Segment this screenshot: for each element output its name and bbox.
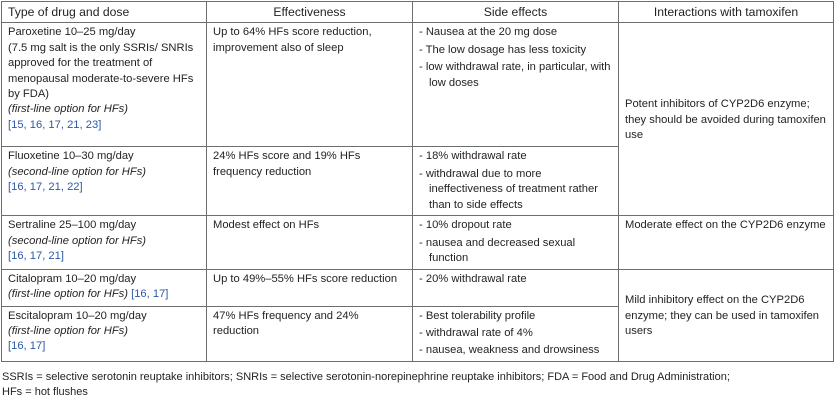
side-effects-cell: Best tolerability profile withdrawal rat… xyxy=(412,305,619,362)
drug-references[interactable]: [15, 16, 17, 21, 23] xyxy=(8,118,102,131)
footnote-line: HFs = hot flushes xyxy=(2,386,88,398)
table-row: Citalopram 10–20 mg/day (first-line opti… xyxy=(1,268,834,362)
drug-cell: Citalopram 10–20 mg/day (first-line opti… xyxy=(1,268,207,307)
side-effects-cell: 10% dropout rate nausea and decreased se… xyxy=(412,215,619,270)
list-item: 18% withdrawal rate xyxy=(419,149,612,164)
effectiveness-cell: 24% HFs score and 19% HFs frequency redu… xyxy=(206,146,413,217)
side-effects-cell: Nausea at the 20 mg dose The low dosage … xyxy=(412,22,619,148)
drug-name: Sertraline xyxy=(8,219,56,232)
table-row: Fluoxetine 10–30 mg/day (second-line opt… xyxy=(1,146,834,217)
effectiveness-cell: Up to 49%–55% HFs score reduction xyxy=(206,268,413,307)
drug-option-line: (second-line option for HFs) xyxy=(8,234,147,247)
list-item: low withdrawal rate, in particular, with… xyxy=(419,60,612,91)
list-item: nausea and decreased sexual function xyxy=(419,236,612,267)
drug-cell: Fluoxetine 10–30 mg/day (second-line opt… xyxy=(1,146,207,217)
header-interactions: Interactions with tamoxifen xyxy=(618,0,834,24)
list-item: Best tolerability profile xyxy=(419,309,612,324)
effectiveness-cell: Up to 64% HFs score reduction, improveme… xyxy=(206,22,413,148)
drug-dose: 25–100 mg/day xyxy=(55,219,137,232)
side-effects-cell: 20% withdrawal rate xyxy=(412,268,619,307)
side-effects-list: Nausea at the 20 mg dose The low dosage … xyxy=(419,25,612,91)
drug-cell: Sertraline 25–100 mg/day (second-line op… xyxy=(1,215,207,270)
drug-dose: 10–20 mg/day xyxy=(62,272,137,285)
drug-name: Fluoxetine xyxy=(8,150,60,163)
list-item: nausea, weakness and drowsiness xyxy=(419,343,612,358)
drug-references[interactable]: [16, 17] xyxy=(8,340,46,353)
table-row: Escitalopram 10–20 mg/day (first-line op… xyxy=(1,305,834,362)
interaction-cell: Moderate effect on the CYP2D6 enzyme xyxy=(618,215,834,270)
header-side-effects: Side effects xyxy=(412,0,619,24)
footnote-line: SSRIs = selective serotonin reuptake inh… xyxy=(2,371,730,383)
drug-comparison-table: Type of drug and dose Effectiveness Side… xyxy=(1,0,834,362)
header-drug: Type of drug and dose xyxy=(1,0,207,24)
drug-option-line: (first-line option for HFs) xyxy=(8,103,128,116)
effectiveness-cell: 47% HFs frequency and 24% reduction xyxy=(206,305,413,362)
list-item: withdrawal due to more ineffectiveness o… xyxy=(419,167,612,213)
interaction-cell: Mild inhibitory effect on the CYP2D6 enz… xyxy=(618,268,834,362)
drug-cell: Escitalopram 10–20 mg/day (first-line op… xyxy=(1,305,207,362)
list-item: The low dosage has less toxicity xyxy=(419,43,612,58)
drug-dose: 10–30 mg/day xyxy=(59,150,134,163)
drug-cell: Paroxetine 10–25 mg/day (7.5 mg salt is … xyxy=(1,22,207,148)
side-effects-cell: 18% withdrawal rate withdrawal due to mo… xyxy=(412,146,619,217)
drug-references[interactable]: [16, 17, 21] xyxy=(8,250,64,263)
effectiveness-cell: Modest effect on HFs xyxy=(206,215,413,270)
side-effects-list: 20% withdrawal rate xyxy=(419,272,612,287)
drug-approval-note: (7.5 mg salt is the only SSRIs/ SNRIs ap… xyxy=(8,41,194,101)
list-item: 10% dropout rate xyxy=(419,218,612,233)
drug-references[interactable]: [16, 17] xyxy=(131,288,169,301)
drug-name: Citalopram xyxy=(8,272,63,285)
drug-name: Paroxetine xyxy=(8,26,62,39)
list-item: 20% withdrawal rate xyxy=(419,272,612,287)
header-row: Type of drug and dose Effectiveness Side… xyxy=(1,0,834,24)
table-row: Paroxetine 10–25 mg/day (7.5 mg salt is … xyxy=(1,22,834,217)
side-effects-list: 10% dropout rate nausea and decreased se… xyxy=(419,218,612,266)
side-effects-list: Best tolerability profile withdrawal rat… xyxy=(419,309,612,359)
interaction-cell: Potent inhibitors of CYP2D6 enzyme; they… xyxy=(618,22,834,217)
header-effectiveness: Effectiveness xyxy=(206,0,413,24)
drug-option-line: (first-line option for HFs) xyxy=(8,325,128,338)
side-effects-list: 18% withdrawal rate withdrawal due to mo… xyxy=(419,149,612,213)
table-footnote: SSRIs = selective serotonin reuptake inh… xyxy=(2,370,832,400)
drug-name: Escitalopram xyxy=(8,309,73,322)
table-row: Sertraline 25–100 mg/day (second-line op… xyxy=(1,215,834,270)
list-item: Nausea at the 20 mg dose xyxy=(419,25,612,40)
drug-option-line: (first-line option for HFs) xyxy=(8,288,128,301)
list-item: withdrawal rate of 4% xyxy=(419,326,612,341)
drug-references[interactable]: [16, 17, 21, 22] xyxy=(8,181,83,194)
drug-dose: 10–25 mg/day xyxy=(61,26,136,39)
drug-option-line: (second-line option for HFs) xyxy=(8,165,147,178)
drug-dose: 10–20 mg/day xyxy=(72,309,147,322)
